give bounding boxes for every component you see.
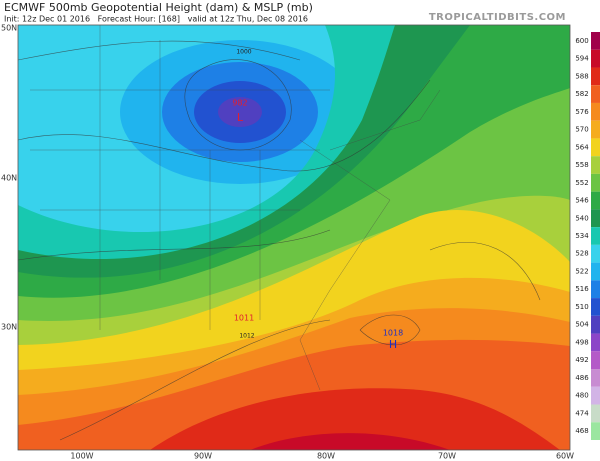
lat-label: 40N	[1, 174, 17, 183]
colorbar-label: 588	[575, 72, 588, 80]
colorbar-label: 594	[575, 55, 589, 63]
colorbar-swatch	[591, 191, 600, 210]
title: ECMWF 500mb Geopotential Height (dam) & …	[4, 1, 313, 14]
high-marker: H	[389, 338, 397, 351]
lat-label: 30N	[1, 323, 17, 332]
lon-label: 80W	[317, 452, 335, 461]
pressure-label: 1011	[234, 314, 254, 323]
colorbar-swatch	[591, 298, 600, 316]
colorbar-swatch	[591, 49, 600, 68]
lon-label: 100W	[70, 452, 93, 461]
watermark: TROPICALTIDBITS.COM	[429, 12, 566, 23]
colorbar-label: 552	[575, 179, 588, 187]
colorbar-swatch	[591, 67, 600, 86]
lon-labels: 100W 90W 80W 70W 60W	[70, 452, 574, 461]
pressure-label: 1012	[239, 333, 254, 340]
colorbar-swatch	[591, 102, 600, 121]
colorbar-swatch	[591, 156, 600, 174]
lon-label: 60W	[556, 452, 574, 461]
colorbar-swatch	[591, 280, 600, 299]
lat-label: 50N	[1, 24, 17, 33]
colorbar-swatch	[591, 422, 600, 440]
colorbar-label: 564	[575, 143, 589, 151]
colorbar-swatch	[591, 32, 600, 50]
colorbar-swatch	[591, 351, 600, 370]
colorbar-label: 576	[575, 108, 589, 116]
colorbar-label: 522	[575, 267, 588, 275]
colorbar-label: 582	[575, 90, 588, 98]
lon-label: 90W	[194, 452, 212, 461]
colorbar-label: 528	[575, 250, 588, 258]
colorbar-label: 498	[575, 338, 588, 346]
colorbar-swatch	[591, 173, 600, 192]
colorbar-label: 570	[575, 126, 588, 134]
pressure-label: 1018	[383, 329, 403, 338]
colorbar-label: 480	[575, 392, 588, 400]
pressure-label: 1000	[236, 49, 251, 56]
colorbar-swatch	[591, 227, 600, 245]
colorbar-label: 486	[575, 374, 589, 382]
colorbar-label: 600	[575, 37, 588, 45]
colorbar-label: 504	[575, 321, 589, 329]
low-marker: L	[237, 111, 244, 124]
lat-labels: 50N 40N 30N	[1, 24, 17, 332]
subtitle: Init: 12z Dec 01 2016 Forecast Hour: [16…	[4, 15, 308, 24]
colorbar-swatch	[591, 404, 600, 423]
colorbar-label: 492	[575, 356, 588, 364]
colorbar-label: 546	[575, 197, 589, 205]
colorbar-label: 510	[575, 303, 588, 311]
colorbar-swatch	[591, 369, 600, 387]
colorbar-label: 558	[575, 161, 588, 169]
colorbar-swatch	[591, 386, 600, 405]
lon-label: 70W	[438, 452, 456, 461]
colorbar-swatch	[591, 209, 600, 228]
colorbar-swatch	[591, 244, 600, 263]
colorbar-swatch	[591, 262, 600, 281]
colorbar-swatch	[591, 120, 600, 139]
pressure-label: 982	[232, 99, 247, 108]
colorbar-swatch	[591, 85, 600, 103]
colorbar-swatch	[591, 138, 600, 157]
colorbar: 600 594 588 582 576 570 564 558 552 546 540 534 528 5…	[571, 25, 600, 450]
map	[18, 25, 570, 450]
colorbar-label: 474	[575, 409, 589, 417]
colorbar-swatch	[591, 315, 600, 334]
colorbar-swatch	[591, 333, 600, 352]
colorbar-label: 540	[575, 214, 588, 222]
colorbar-label: 468	[575, 427, 588, 435]
colorbar-label: 516	[575, 285, 589, 293]
colorbar-label: 534	[575, 232, 589, 240]
